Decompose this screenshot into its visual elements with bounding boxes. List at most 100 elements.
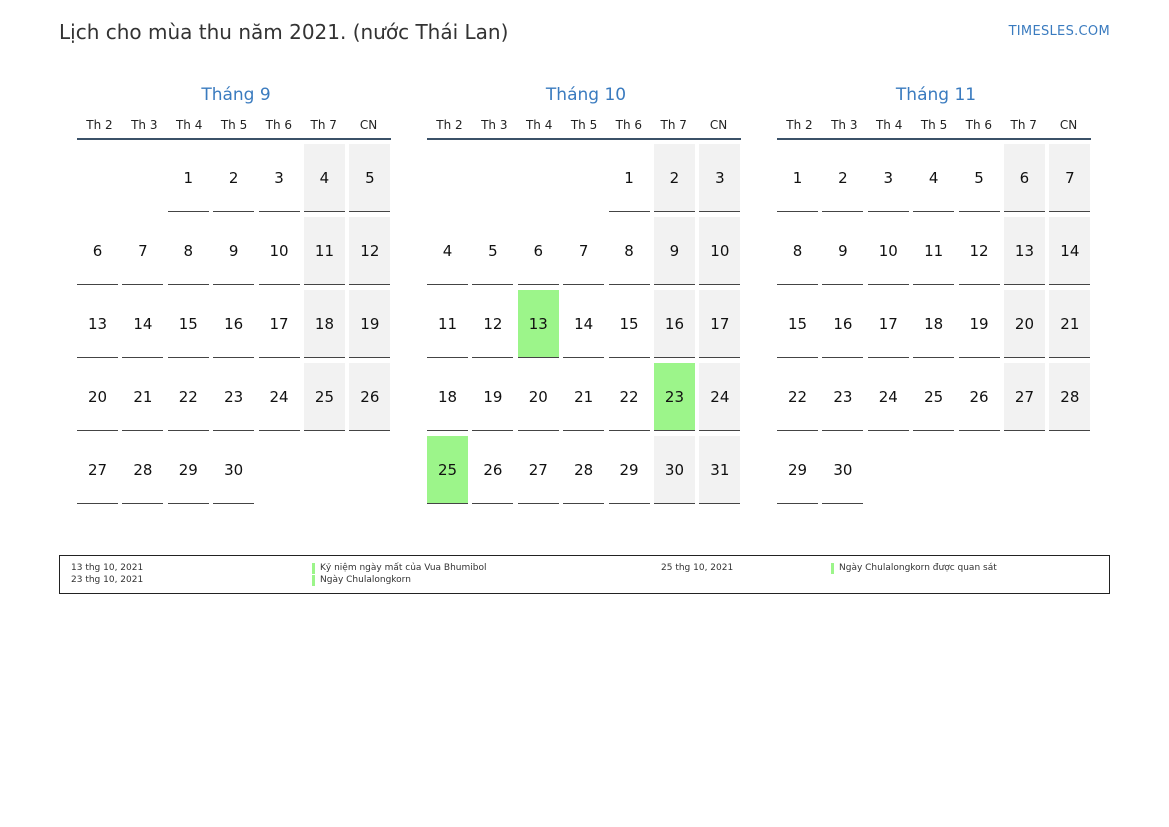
week-row: 20 21 22 23 24 25 26 [77,363,399,436]
day-cell[interactable]: 28 [1049,363,1091,431]
day-cell[interactable]: 6 [1003,144,1045,212]
day-cell[interactable]: 19 [472,363,514,431]
day-cell[interactable]: 2 [822,144,864,212]
day-cell[interactable]: 28 [122,436,164,504]
day-cell[interactable]: 29 [608,436,650,504]
day-cell[interactable]: 31 [699,436,741,504]
day-cell[interactable]: 13 [77,290,118,358]
holiday-day-cell[interactable]: 25 [427,436,468,504]
day-cell[interactable]: 28 [563,436,605,504]
day-cell[interactable]: 9 [822,217,864,285]
day-cell[interactable]: 30 [822,436,864,504]
day-cell[interactable]: 6 [77,217,118,285]
day-cell[interactable]: 16 [653,290,695,358]
day-cell[interactable]: 10 [699,217,741,285]
day-cell[interactable]: 30 [213,436,255,504]
day-cell[interactable]: 9 [213,217,255,285]
week-row: 11 12 13 14 15 16 17 [427,290,749,363]
day-cell[interactable]: 4 [303,144,345,212]
day-cell[interactable]: 11 [303,217,345,285]
day-cell[interactable]: 12 [349,217,391,285]
empty-day-cell [349,436,390,504]
day-cell[interactable]: 24 [699,363,741,431]
day-cell[interactable]: 23 [213,363,255,431]
day-cell[interactable]: 13 [1003,217,1045,285]
day-cell[interactable]: 3 [699,144,741,212]
day-cell[interactable]: 27 [1003,363,1045,431]
day-cell[interactable]: 18 [913,290,955,358]
day-cell[interactable]: 10 [258,217,300,285]
day-cell[interactable]: 20 [77,363,118,431]
day-cell[interactable]: 23 [822,363,864,431]
day-cell[interactable]: 17 [258,290,300,358]
day-cell[interactable]: 1 [777,144,818,212]
day-cell[interactable]: 7 [122,217,164,285]
day-cell[interactable]: 22 [608,363,650,431]
day-cell[interactable]: 18 [427,363,468,431]
day-cell[interactable]: 8 [167,217,209,285]
day-cell[interactable]: 1 [167,144,209,212]
site-link[interactable]: TIMESLES.COM [1008,24,1110,39]
day-cell[interactable]: 4 [913,144,955,212]
day-cell[interactable]: 14 [1049,217,1091,285]
day-cell[interactable]: 19 [349,290,391,358]
day-cell[interactable]: 8 [777,217,818,285]
day-cell[interactable]: 26 [349,363,391,431]
day-cell[interactable]: 7 [1049,144,1091,212]
day-cell[interactable]: 25 [913,363,955,431]
day-cell[interactable]: 17 [867,290,909,358]
day-cell[interactable]: 9 [653,217,695,285]
day-cell[interactable]: 15 [777,290,818,358]
day-cell[interactable]: 15 [167,290,209,358]
day-cell[interactable]: 21 [1049,290,1091,358]
day-cell[interactable]: 11 [427,290,468,358]
day-cell[interactable]: 5 [472,217,514,285]
day-cell[interactable]: 5 [349,144,391,212]
day-cell[interactable]: 22 [167,363,209,431]
day-cell[interactable]: 16 [213,290,255,358]
holiday-color-marker [831,563,834,574]
day-cell[interactable]: 27 [77,436,118,504]
month-title: Tháng 10 [545,85,627,105]
day-cell[interactable]: 2 [653,144,695,212]
day-cell[interactable]: 5 [958,144,1000,212]
day-cell[interactable]: 12 [472,290,514,358]
day-cell[interactable]: 4 [427,217,468,285]
week-row: 8 9 10 11 12 13 14 [777,217,1099,290]
day-cell[interactable]: 8 [608,217,650,285]
day-cell[interactable]: 29 [167,436,209,504]
holiday-day-cell[interactable]: 23 [653,363,695,431]
day-cell[interactable]: 11 [913,217,955,285]
day-cell[interactable]: 3 [258,144,300,212]
day-cell[interactable]: 26 [958,363,1000,431]
day-cell[interactable]: 24 [867,363,909,431]
day-cell[interactable]: 25 [303,363,345,431]
day-cell[interactable]: 3 [867,144,909,212]
day-cell[interactable]: 2 [213,144,255,212]
day-cell[interactable]: 12 [958,217,1000,285]
day-cell[interactable]: 14 [563,290,605,358]
day-cell[interactable]: 10 [867,217,909,285]
day-cell[interactable]: 27 [517,436,559,504]
weekday-label: Th 6 [265,118,293,132]
day-cell[interactable]: 6 [517,217,559,285]
day-cell[interactable]: 19 [958,290,1000,358]
day-cell[interactable]: 18 [303,290,345,358]
day-cell[interactable]: 30 [653,436,695,504]
day-cell[interactable]: 1 [608,144,650,212]
day-cell[interactable]: 15 [608,290,650,358]
day-cell[interactable]: 20 [517,363,559,431]
day-cell[interactable]: 20 [1003,290,1045,358]
day-cell[interactable]: 16 [822,290,864,358]
day-cell[interactable]: 21 [563,363,605,431]
day-cell[interactable]: 24 [258,363,300,431]
day-cell[interactable]: 26 [472,436,514,504]
legend-date: 13 thg 10, 2021 [71,563,144,573]
day-cell[interactable]: 21 [122,363,164,431]
day-cell[interactable]: 22 [777,363,818,431]
holiday-day-cell[interactable]: 13 [517,290,559,358]
day-cell[interactable]: 29 [777,436,818,504]
day-cell[interactable]: 17 [699,290,741,358]
day-cell[interactable]: 7 [563,217,605,285]
day-cell[interactable]: 14 [122,290,164,358]
